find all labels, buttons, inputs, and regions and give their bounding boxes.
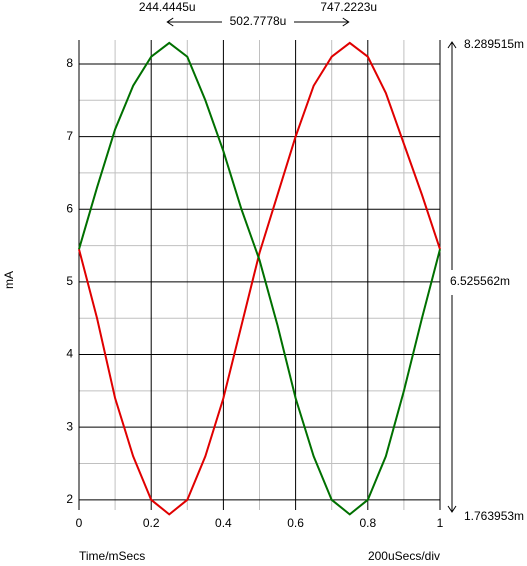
y-tick-label: 4 (66, 347, 73, 361)
cursor-y-top: 8.289515m (464, 37, 524, 51)
x-scale-label: 200uSecs/div (368, 549, 440, 563)
cursor-y-mid: 6.525562m (450, 274, 510, 288)
y-tick-label: 2 (66, 492, 73, 506)
y-tick-label: 3 (66, 419, 73, 433)
x-tick-label: 0.4 (215, 516, 232, 530)
x-axis-label: Time/mSecs (79, 549, 145, 563)
cursor-delta: 502.7778u (230, 14, 287, 28)
cursor-x-label: 244.4445u (139, 0, 196, 14)
arrow-head (166, 17, 174, 27)
series-line (78, 41, 441, 516)
x-tick-label: 0.8 (359, 516, 376, 530)
y-tick-label: 5 (66, 274, 73, 288)
y-tick-label: 6 (66, 201, 73, 215)
cursor-y-bottom: 1.763953m (464, 509, 524, 523)
x-tick-label: 0 (76, 516, 83, 530)
y-cursor-arrow (447, 41, 457, 513)
series-line (78, 41, 441, 516)
arrow-head (342, 17, 350, 27)
x-tick-label: 0.6 (287, 516, 304, 530)
y-axis-label: mA (2, 271, 16, 289)
x-tick-label: 0.2 (143, 516, 160, 530)
y-tick-label: 8 (66, 56, 73, 70)
x-tick-label: 1 (437, 516, 444, 530)
y-tick-label: 7 (66, 129, 73, 143)
cursor-x-label: 747.2223u (320, 0, 377, 14)
